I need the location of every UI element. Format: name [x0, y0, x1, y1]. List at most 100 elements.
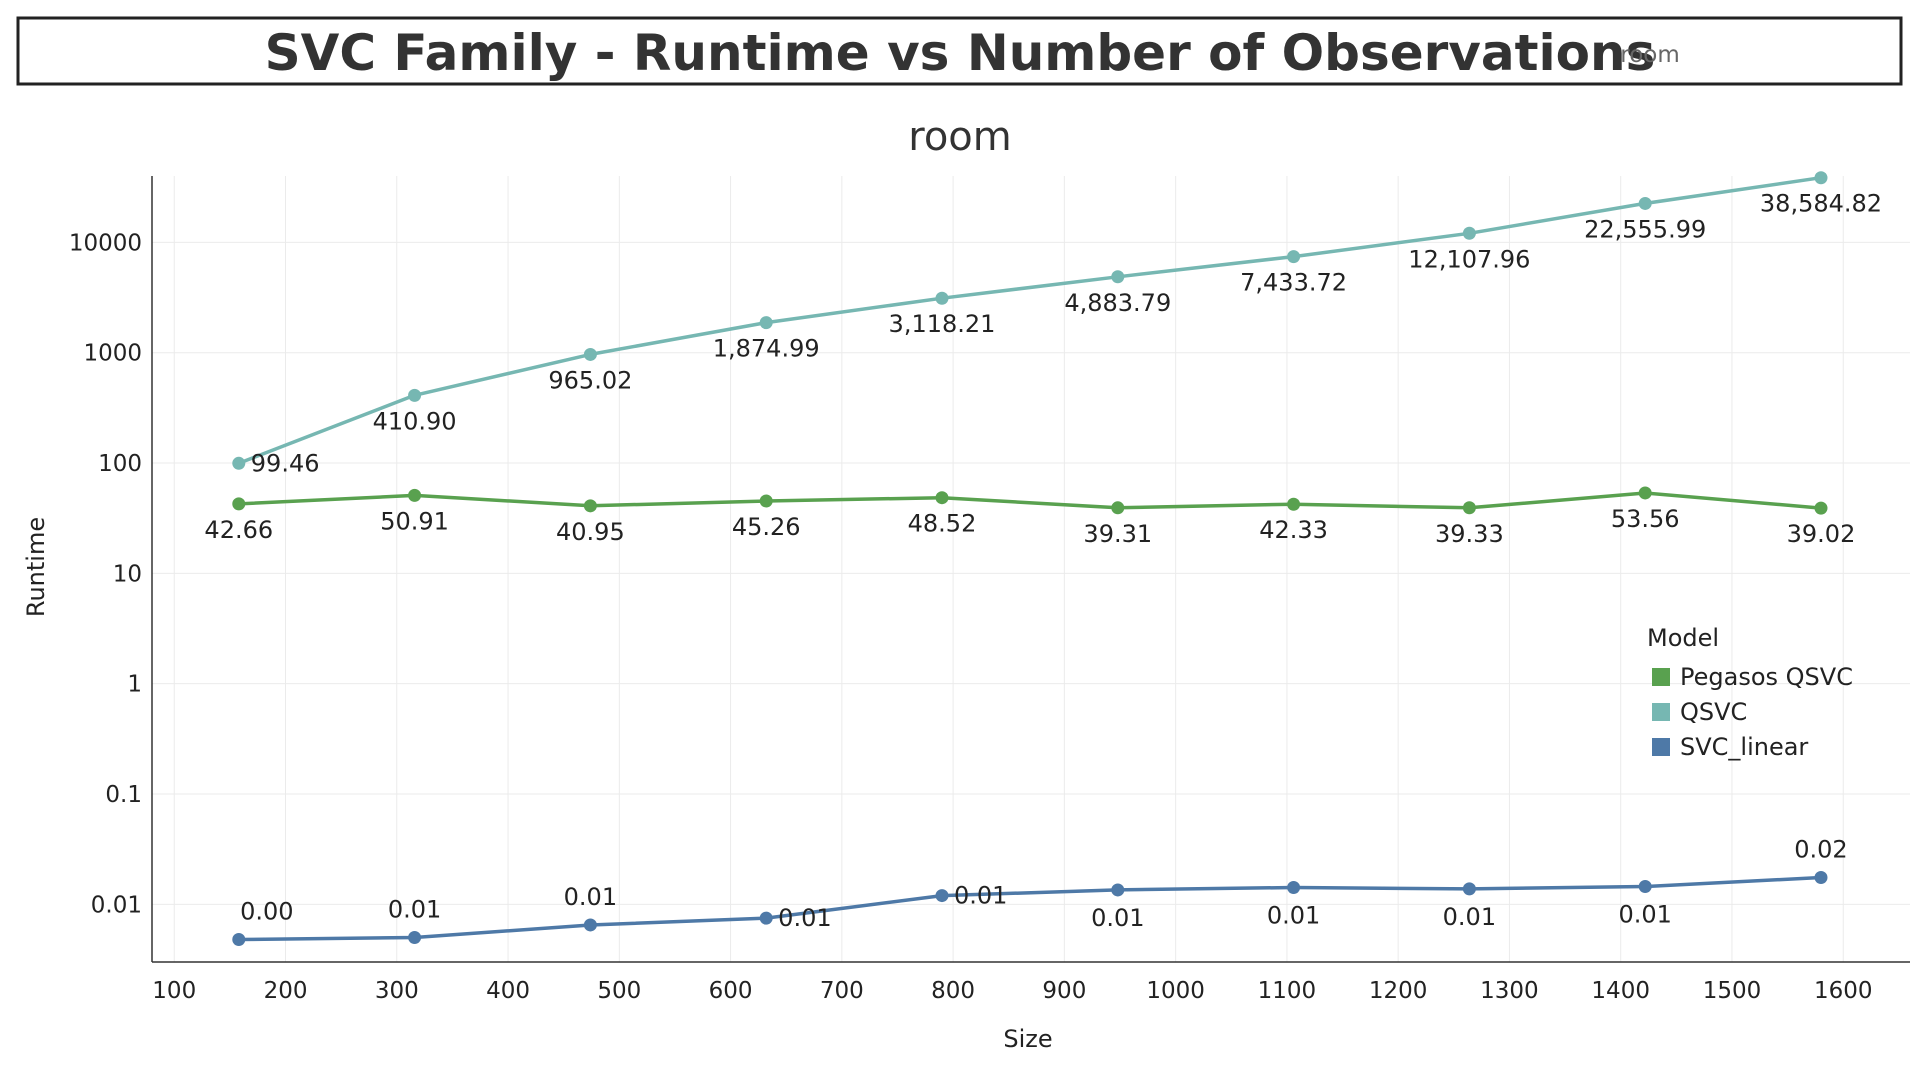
svc-linear-data-label: 0.01	[1618, 901, 1671, 929]
qsvc-point	[1111, 270, 1125, 284]
x-tick-label: 1000	[1146, 978, 1205, 1004]
data-labels-layer: 42.66 50.91 40.95 45.26 48.52 39.31 42.33 39.33…	[204, 190, 1882, 932]
x-tick-label: 500	[597, 978, 641, 1004]
qsvc-point	[232, 456, 246, 470]
y-tick-label: 0.1	[105, 782, 142, 808]
svc-linear-data-label: 0.01	[564, 883, 617, 911]
title-box	[16, 16, 1903, 86]
qsvc-point	[1638, 196, 1652, 210]
qsvc-point	[935, 291, 949, 305]
pegasos-qsvc-data-label: 45.26	[732, 513, 801, 541]
qsvc-point	[759, 316, 773, 330]
pegasos-qsvc-point	[1638, 486, 1652, 500]
pegasos-qsvc-data-label: 39.02	[1787, 520, 1856, 548]
qsvc-point	[1287, 250, 1301, 264]
qsvc-point	[1462, 226, 1476, 240]
series-layer	[232, 171, 1828, 946]
svc-linear-line	[238, 875, 1822, 942]
legend-swatch-svc-linear	[1652, 738, 1670, 756]
pegasos-qsvc-point	[232, 497, 246, 511]
x-tick-label: 1200	[1369, 978, 1428, 1004]
svc-linear-data-label: 0.01	[1091, 904, 1144, 932]
svc-linear-point	[1287, 881, 1301, 895]
axes-layer: 100 200 300 400 500 600 700 800 900 1000 1100 1200 1…	[69, 176, 1910, 1004]
qsvc-point	[408, 388, 422, 402]
y-tick-label: 0.01	[91, 892, 142, 918]
qsvc-data-label: 38,584.82	[1760, 190, 1882, 218]
x-tick-label: 1400	[1591, 978, 1650, 1004]
x-tick-label: 400	[486, 978, 530, 1004]
pegasos-qsvc-data-label: 50.91	[380, 507, 449, 535]
qsvc-data-label: 99.46	[251, 449, 320, 477]
pegasos-qsvc-data-label: 42.33	[1259, 516, 1328, 544]
pegasos-qsvc-point	[935, 491, 949, 505]
y-tick-label: 1	[127, 672, 142, 698]
svc-linear-data-label: 0.01	[778, 904, 831, 932]
grid-layer	[152, 176, 1910, 962]
legend-label-qsvc: QSVC	[1680, 698, 1747, 726]
svc-linear-point	[1638, 880, 1652, 894]
y-tick-label: 100	[98, 451, 142, 477]
pegasos-qsvc-line	[238, 491, 1822, 510]
qsvc-data-label: 22,555.99	[1584, 215, 1706, 243]
svc-linear-point	[583, 918, 597, 932]
legend-swatch-pegasos-qsvc	[1652, 668, 1670, 686]
pegasos-qsvc-point	[1111, 501, 1125, 515]
pegasos-qsvc-point	[408, 488, 422, 502]
pane-title: room	[908, 114, 1011, 160]
x-tick-label: 1300	[1480, 978, 1539, 1004]
legend: Model Pegasos QSVC QSVC SVC_linear	[1647, 624, 1853, 761]
legend-title: Model	[1647, 624, 1719, 652]
chart-title: SVC Family - Runtime vs Number of Observ…	[265, 24, 1656, 82]
svc-linear-point	[408, 931, 422, 945]
qsvc-point	[583, 347, 597, 361]
pegasos-qsvc-data-label: 39.31	[1083, 520, 1152, 548]
y-tick-label: 10000	[69, 230, 142, 256]
x-axis-title: Size	[1003, 1025, 1052, 1053]
svc-linear-point	[1814, 871, 1828, 885]
pegasos-qsvc-data-label: 39.33	[1435, 520, 1504, 548]
svc-linear-data-label: 0.02	[1794, 836, 1847, 864]
legend-swatch-qsvc	[1652, 703, 1670, 721]
pegasos-qsvc-point	[1287, 497, 1301, 511]
x-tick-label: 800	[931, 978, 975, 1004]
qsvc-data-label: 3,118.21	[889, 310, 996, 338]
qsvc-data-label: 12,107.96	[1408, 245, 1530, 273]
pegasos-qsvc-data-label: 42.66	[204, 516, 273, 544]
qsvc-data-label: 4,883.79	[1064, 289, 1171, 317]
qsvc-data-label: 1,874.99	[713, 335, 820, 363]
svc-linear-data-label: 0.01	[954, 882, 1007, 910]
qsvc-data-label: 410.90	[373, 407, 457, 435]
svc-linear-point	[1462, 882, 1476, 896]
y-axis-title: Runtime	[22, 517, 50, 617]
x-tick-label: 1600	[1814, 978, 1873, 1004]
x-tick-label: 300	[375, 978, 419, 1004]
svc-linear-point	[1111, 883, 1125, 897]
qsvc-data-label: 7,433.72	[1240, 269, 1347, 297]
svc-linear-point	[232, 932, 246, 946]
pegasos-qsvc-point	[583, 499, 597, 513]
svc-linear-point	[935, 889, 949, 903]
x-tick-label: 700	[820, 978, 864, 1004]
y-tick-label: 1000	[83, 341, 142, 367]
svc-linear-data-label: 0.01	[388, 896, 441, 924]
x-tick-label: 600	[709, 978, 753, 1004]
x-tick-label: 1100	[1258, 978, 1317, 1004]
pegasos-qsvc-data-label: 48.52	[908, 510, 977, 538]
svc-linear-point	[759, 911, 773, 925]
filter-value-label[interactable]: room	[1620, 42, 1680, 68]
x-tick-label: 900	[1042, 978, 1086, 1004]
x-tick-label: 1500	[1703, 978, 1762, 1004]
x-tick-label: 100	[152, 978, 196, 1004]
svc-linear-data-label: 0.01	[1267, 902, 1320, 930]
pegasos-qsvc-point	[759, 494, 773, 508]
pegasos-qsvc-data-label: 40.95	[556, 518, 625, 546]
x-tick-label: 200	[264, 978, 308, 1004]
pegasos-qsvc-point	[1814, 501, 1828, 515]
legend-label-svc-linear: SVC_linear	[1680, 733, 1808, 761]
pegasos-qsvc-point	[1462, 501, 1476, 515]
qsvc-point	[1814, 171, 1828, 185]
qsvc-line	[238, 175, 1822, 465]
